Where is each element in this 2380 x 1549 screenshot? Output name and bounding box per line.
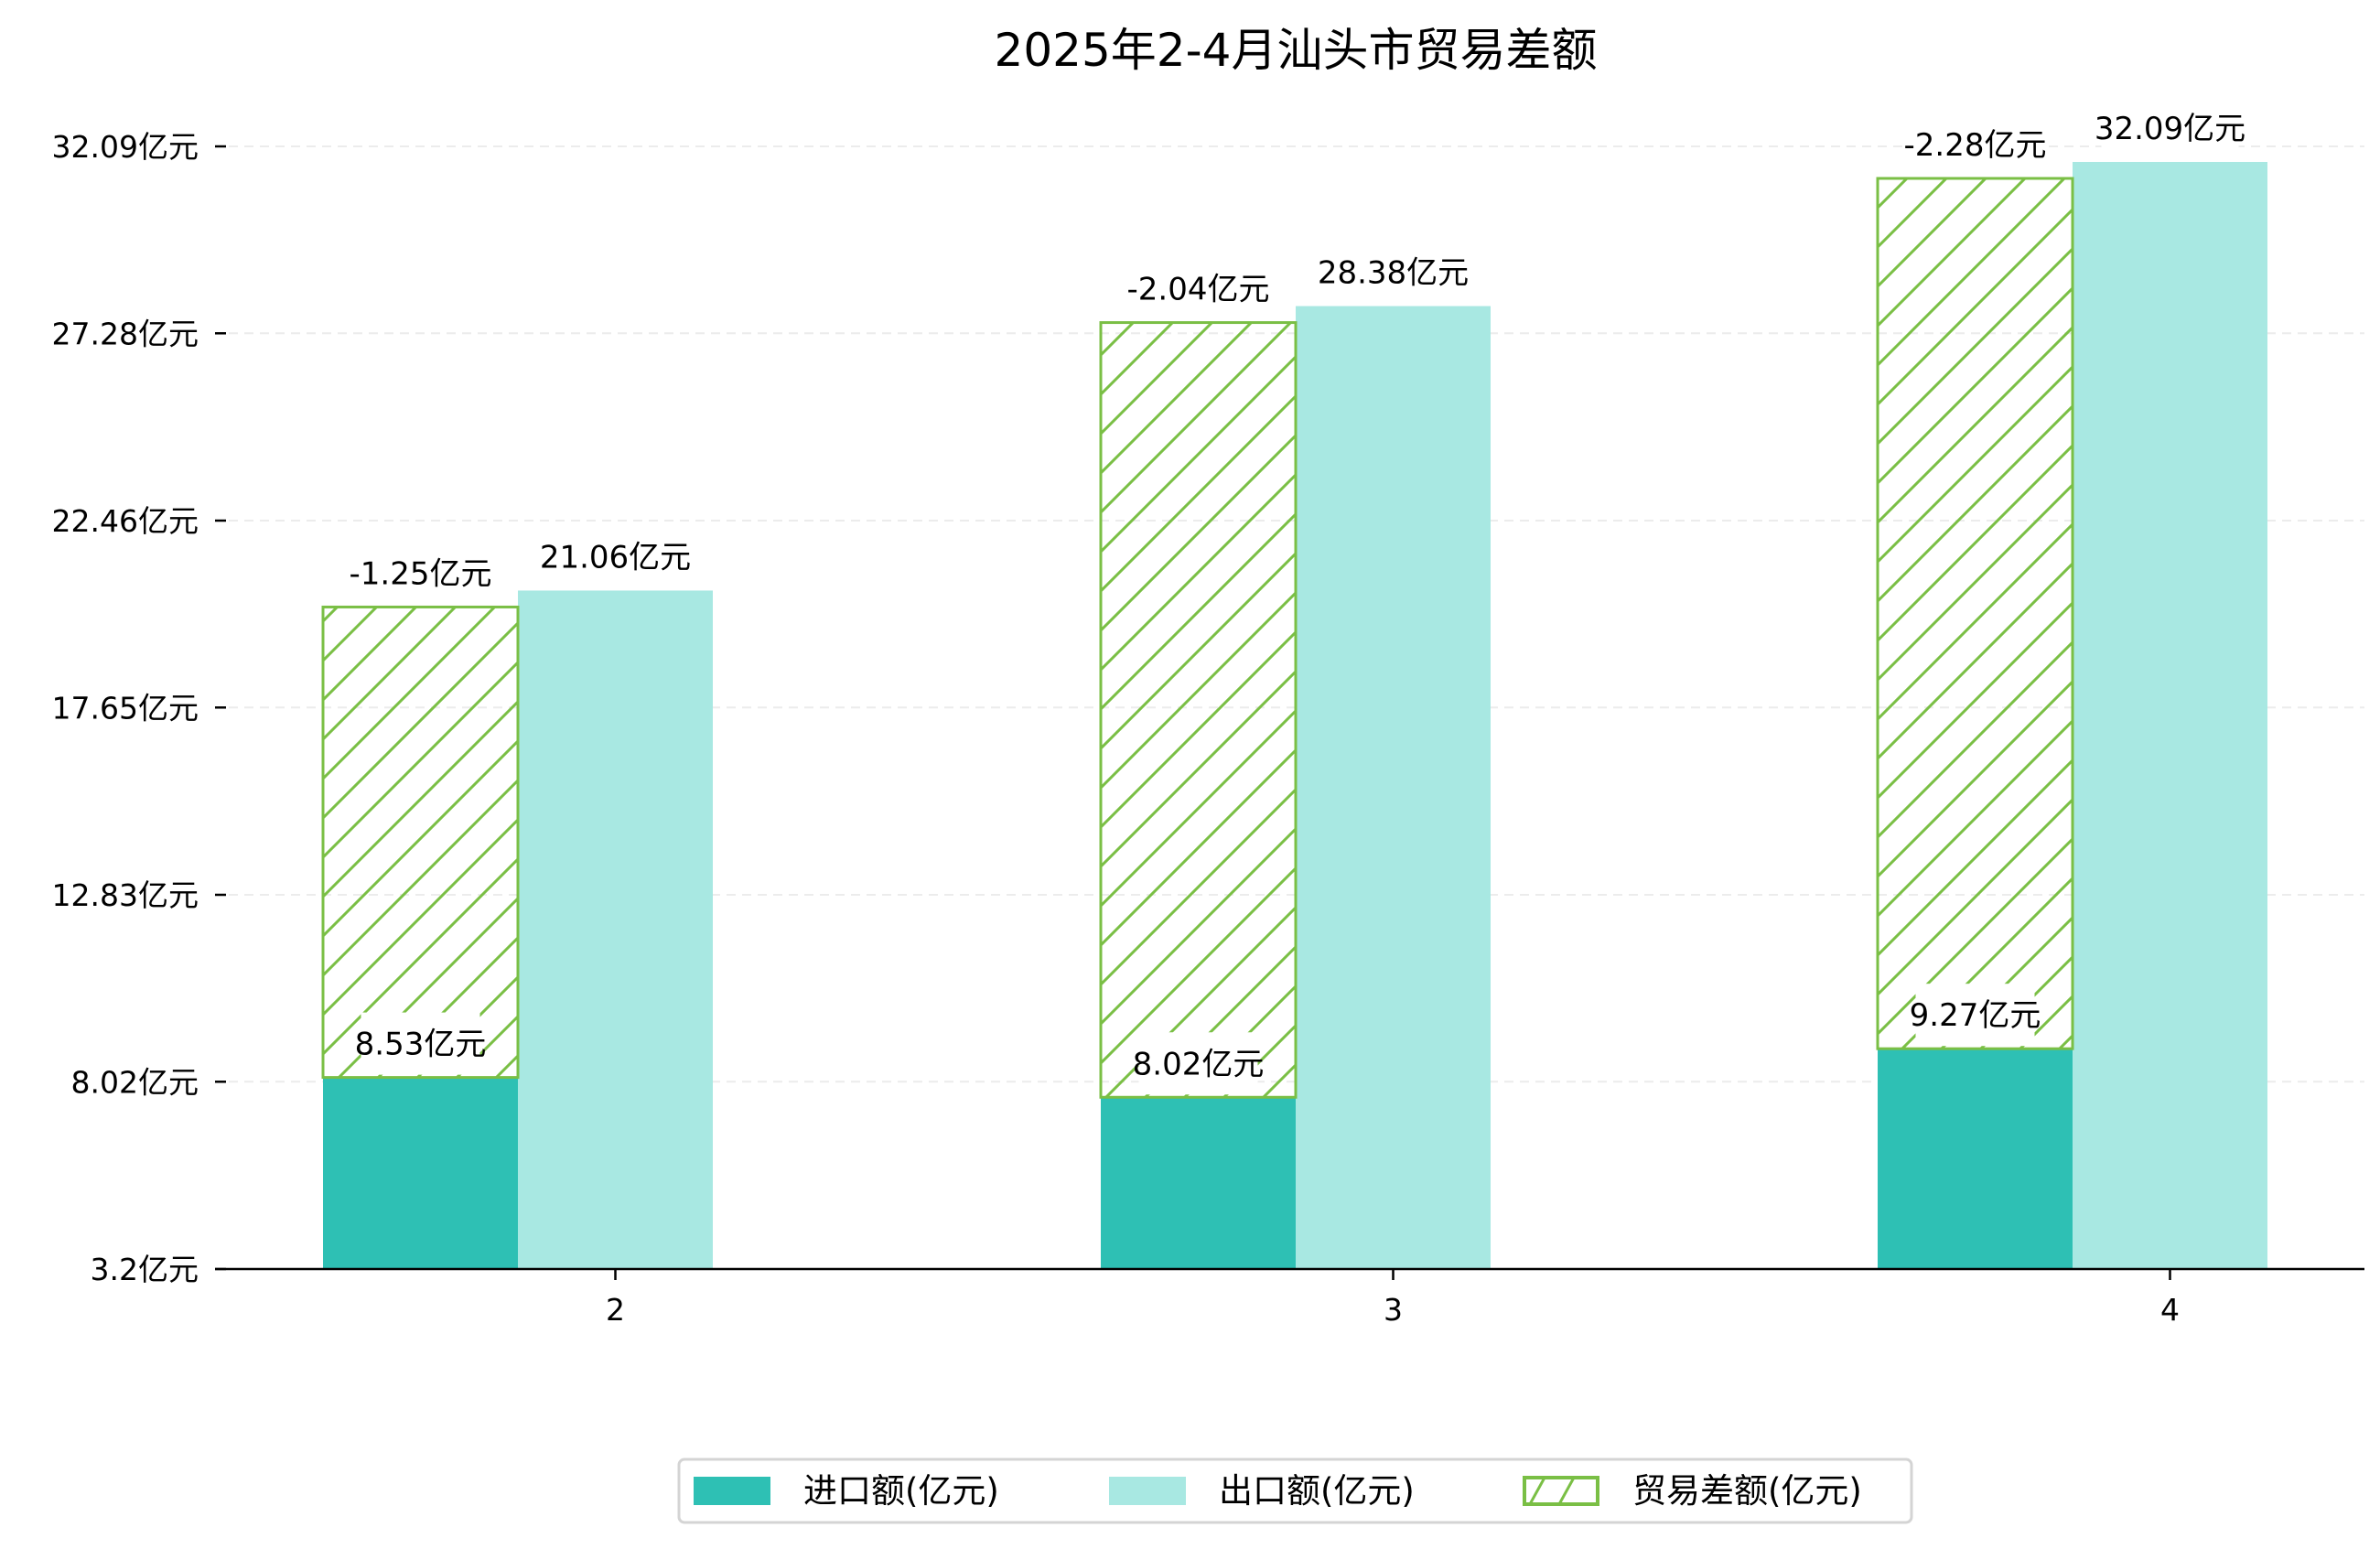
legend-swatch (694, 1477, 770, 1505)
y-tick-label: 22.46亿元 (52, 503, 199, 539)
y-tick-label: 8.02亿元 (71, 1064, 199, 1100)
trade-balance-label: -2.28亿元 (1904, 127, 2047, 164)
import-bar (1878, 1049, 2073, 1269)
import-label: 9.27亿元 (1910, 997, 2041, 1034)
x-tick-label: 4 (2160, 1292, 2180, 1328)
export-label: 21.06亿元 (540, 539, 691, 575)
export-label-bg (546, 525, 684, 588)
trade-balance-bar (1099, 321, 1298, 1099)
import-label: 8.53亿元 (355, 1027, 487, 1063)
legend-box (677, 1458, 1913, 1524)
chart-title: 2025年2-4月汕头市贸易差额 (995, 24, 1598, 77)
y-tick-label: 12.83亿元 (52, 877, 199, 913)
trade-balance-bar (1876, 177, 2074, 1050)
import-label-bg (1915, 984, 2035, 1047)
x-tick-label: 3 (1384, 1292, 1403, 1328)
import-label-bg (1138, 1032, 1258, 1095)
export-bar (2073, 161, 2267, 1270)
export-bar (518, 590, 713, 1269)
trade-balance-label-bg (1906, 113, 2044, 176)
y-tick-label: 27.28亿元 (52, 316, 199, 351)
y-tick-label: 32.09亿元 (52, 129, 199, 165)
export-label-bg (1324, 241, 1462, 304)
export-label: 28.38亿元 (1318, 255, 1469, 292)
import-label-bg (361, 1012, 480, 1075)
trade-balance-label-bg (351, 542, 490, 605)
trade-balance-label: -1.25亿元 (350, 555, 492, 592)
import-label: 8.02亿元 (1133, 1046, 1265, 1082)
legend-swatch (1109, 1477, 1186, 1505)
x-tick-label: 2 (606, 1292, 625, 1328)
import-bar (323, 1077, 518, 1269)
export-label-bg (2101, 96, 2239, 159)
export-label: 32.09亿元 (2095, 111, 2245, 147)
trade-balance-label-bg (1129, 257, 1267, 320)
legend-swatch-hatched (1523, 1476, 1599, 1506)
legend: 进口额(亿元) 出口额(亿元) 贸易差额(亿元) (677, 1458, 1913, 1524)
trade-balance-label: -2.04亿元 (1127, 272, 1270, 308)
y-tick-label: 17.65亿元 (52, 690, 199, 726)
export-bar (1296, 306, 1491, 1269)
trade-balance-bar (321, 605, 520, 1080)
legend-label: 进口额(亿元) (803, 1471, 999, 1511)
legend-label: 出口额(亿元) (1219, 1471, 1415, 1511)
y-tick-label: 3.2亿元 (91, 1252, 199, 1287)
import-bar (1101, 1097, 1296, 1269)
legend-label: 贸易差额(亿元) (1632, 1471, 1862, 1511)
